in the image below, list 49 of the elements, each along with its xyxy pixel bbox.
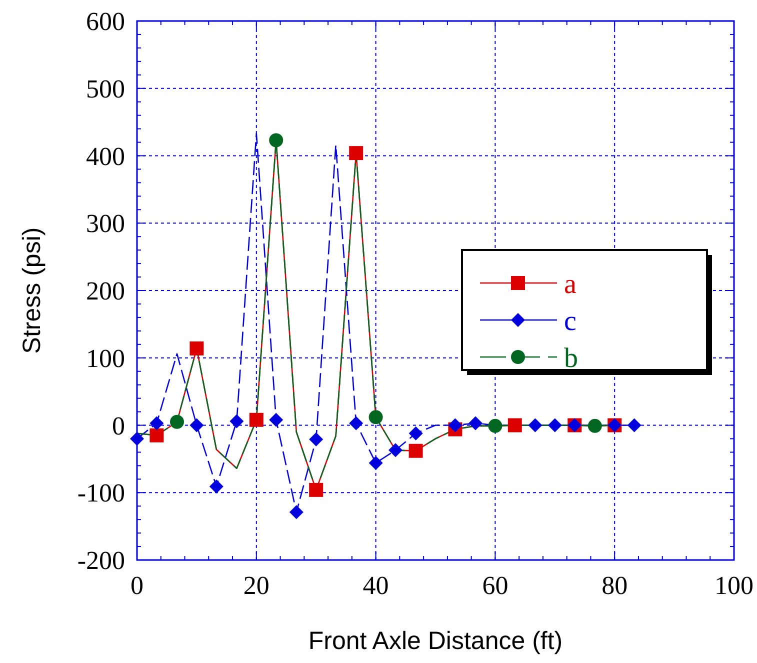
point xyxy=(349,416,364,430)
point xyxy=(249,412,264,427)
legend-label: a xyxy=(564,268,577,300)
point xyxy=(388,443,402,458)
point xyxy=(190,418,204,432)
y-tick-label: -200 xyxy=(77,546,125,576)
point xyxy=(368,410,383,424)
y-tick-label: 0 xyxy=(112,411,125,440)
y-tick-label: 500 xyxy=(86,74,125,104)
point xyxy=(588,418,602,433)
point xyxy=(349,146,364,160)
point xyxy=(627,418,642,432)
point xyxy=(468,416,482,430)
point xyxy=(150,428,164,442)
x-tick-label: 0 xyxy=(130,571,144,600)
x-tick-label: 20 xyxy=(243,571,270,600)
y-tick-label: 400 xyxy=(86,142,125,171)
x-tick-label: 100 xyxy=(714,571,754,600)
x-tick-label: 80 xyxy=(602,571,628,600)
y-tick-label: 600 xyxy=(86,7,125,36)
point xyxy=(190,341,204,356)
point xyxy=(209,480,224,494)
point xyxy=(309,432,324,446)
point xyxy=(289,505,304,520)
point xyxy=(269,412,284,427)
point xyxy=(150,416,164,430)
x-tick-label: 40 xyxy=(362,571,389,600)
point xyxy=(309,482,324,497)
point xyxy=(528,418,542,432)
legend-label: c xyxy=(564,306,576,337)
point xyxy=(130,432,144,446)
y-tick-label: 200 xyxy=(86,276,125,306)
point xyxy=(408,426,423,440)
point xyxy=(170,414,184,429)
point xyxy=(488,418,502,433)
point xyxy=(408,444,423,458)
y-tick-label: 100 xyxy=(86,344,125,373)
y-tick-label: 300 xyxy=(86,209,125,238)
point xyxy=(448,418,462,432)
point xyxy=(269,133,284,148)
point xyxy=(368,456,383,470)
point xyxy=(508,418,522,432)
x-tick-label: 60 xyxy=(482,571,508,600)
x-axis-title: Front Axle Distance (ft) xyxy=(308,627,563,655)
y-axis-title: Stress (psi) xyxy=(18,227,46,354)
point xyxy=(548,418,562,432)
point xyxy=(230,414,244,428)
legend-label: b xyxy=(564,342,578,374)
y-tick-label: -100 xyxy=(77,478,125,508)
